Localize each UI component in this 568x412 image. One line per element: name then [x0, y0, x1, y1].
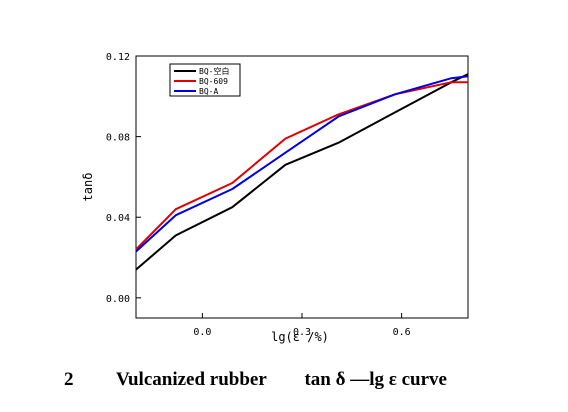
x-tick-label: 0.3: [293, 327, 311, 338]
y-axis-label: tanδ: [81, 173, 95, 202]
series-line: [135, 81, 468, 251]
y-axis: 0.00 0.04 0.08 0.12: [106, 52, 141, 305]
series-line: [135, 73, 469, 271]
y-tick-label: 0.12: [106, 52, 130, 63]
caption-text: Vulcanized rubber tan δ —lg ε curve: [116, 369, 447, 390]
series-line: [135, 75, 469, 253]
figure-caption: 2 Vulcanized rubber tan δ —lg ε curve: [64, 364, 544, 391]
legend-label: BQ-A: [199, 87, 218, 96]
legend-label: BQ-609: [199, 77, 228, 86]
x-axis: 0.0 0.3 0.6: [193, 313, 411, 338]
x-axis-label: lg(ε /%): [271, 330, 329, 344]
y-tick-label: 0.00: [106, 294, 130, 305]
y-tick-label: 0.08: [106, 133, 130, 144]
x-tick-label: 0.0: [193, 327, 211, 338]
y-tick-label: 0.04: [106, 213, 130, 224]
x-tick-label: 0.6: [393, 327, 411, 338]
caption-number: 2: [64, 369, 74, 390]
legend-label: BQ-空白: [199, 66, 229, 76]
series-lines: [135, 73, 469, 271]
